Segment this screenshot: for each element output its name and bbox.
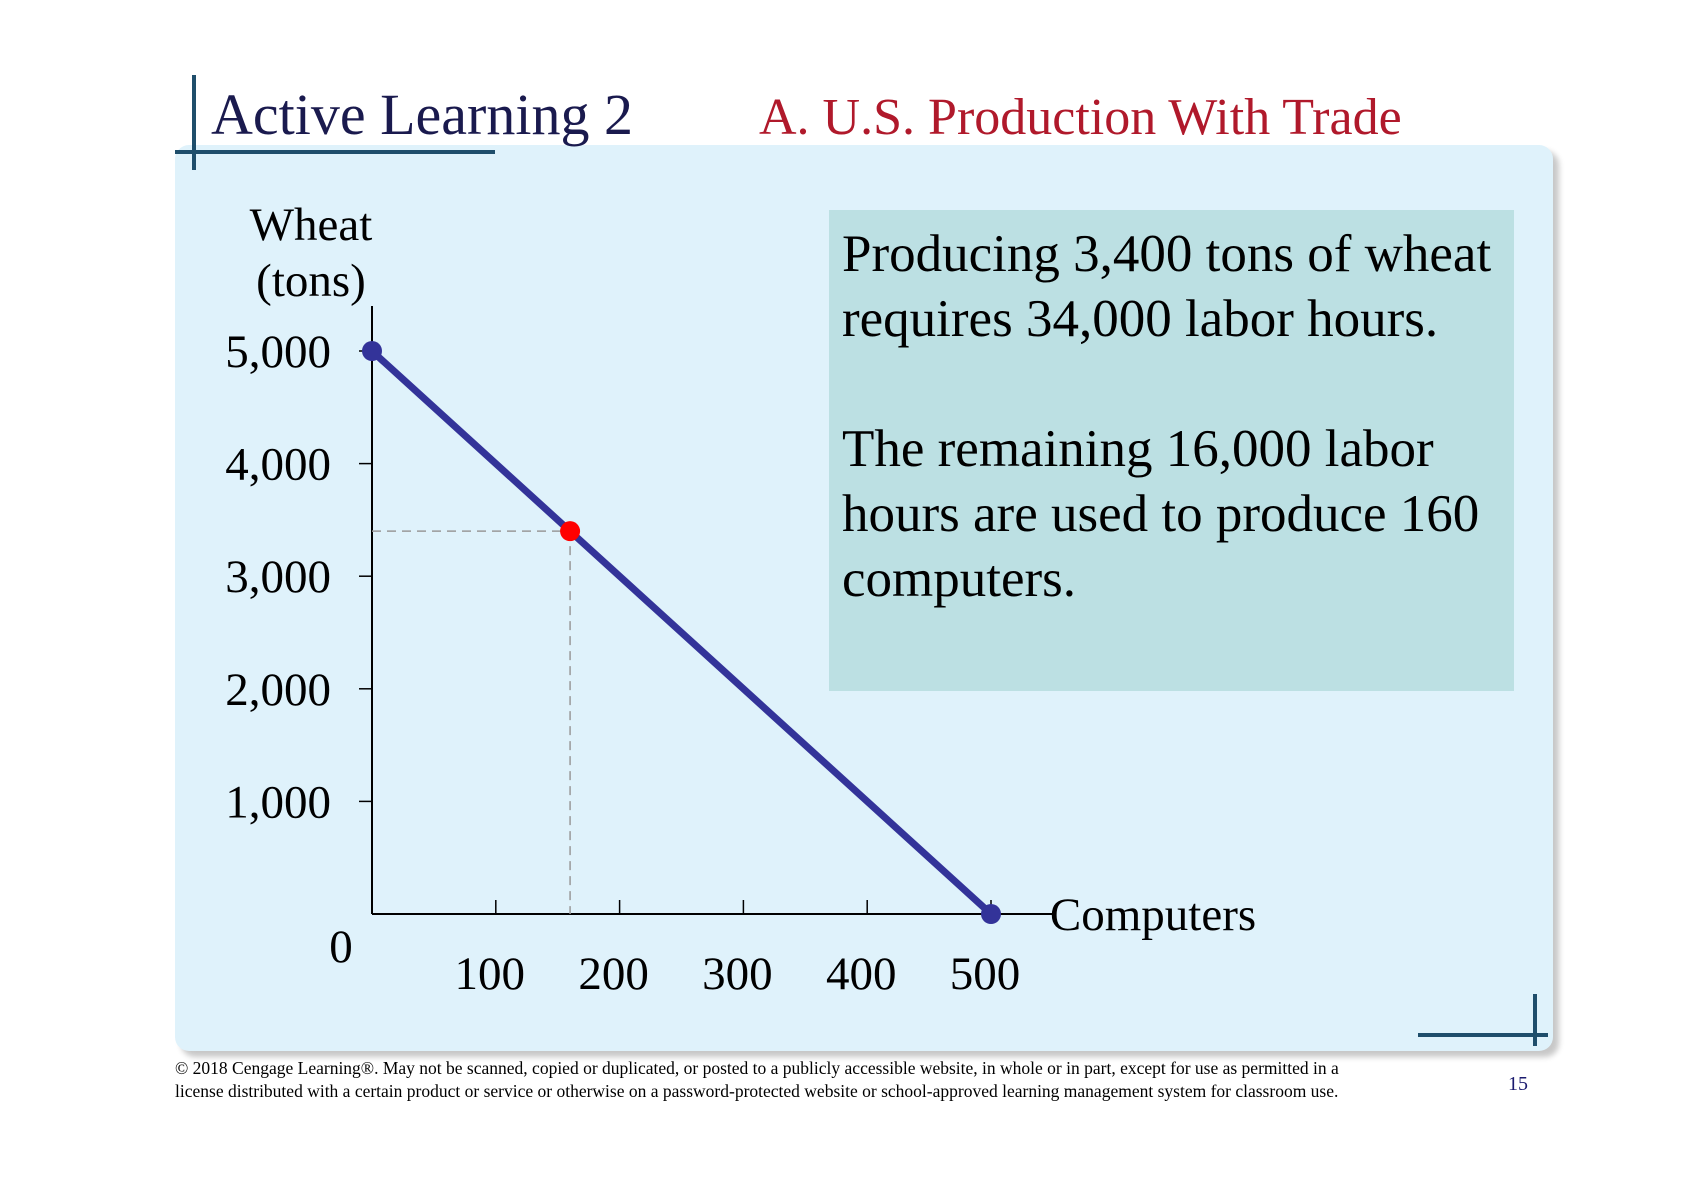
- y-tick-label: 5,000: [225, 326, 331, 378]
- y-tick-label: 2,000: [225, 664, 331, 716]
- y-tick-label: 1,000: [225, 776, 331, 828]
- x-tick-label: 500: [950, 948, 1021, 1000]
- x-tick-label: 100: [455, 948, 526, 1000]
- y-tick-label: 4,000: [225, 439, 331, 491]
- page-number: 15: [1508, 1073, 1528, 1095]
- copyright: © 2018 Cengage Learning®. May not be sca…: [175, 1058, 1339, 1101]
- annotation-text: The remaining 16,000 labor hours are use…: [842, 420, 1480, 608]
- y-tick-label: 3,000: [225, 551, 331, 603]
- y-axis-label: Wheat: [250, 199, 373, 251]
- x-tick-label: 300: [702, 948, 773, 1000]
- annotation-text: Producing 3,400 tons of wheat requires 3…: [842, 225, 1492, 348]
- x-axis-label: Computers: [1050, 889, 1256, 941]
- y-axis-label: (tons): [256, 255, 366, 307]
- x-tick-label: 200: [578, 948, 649, 1000]
- x-tick-label: 400: [826, 948, 897, 1000]
- data-point: [981, 904, 1001, 924]
- chart-title: Active Learning 2: [211, 82, 633, 147]
- annotation-box: Producing 3,400 tons of wheat requires 3…: [829, 210, 1514, 691]
- chart-subtitle: A. U.S. Production With Trade: [759, 89, 1402, 146]
- data-point: [362, 341, 382, 361]
- origin-label: 0: [329, 921, 353, 973]
- data-point: [560, 521, 581, 542]
- plot-area: 0 1,000 2,000 3,000 4,000 5,000 100 200 300 400 50…: [225, 305, 1256, 1000]
